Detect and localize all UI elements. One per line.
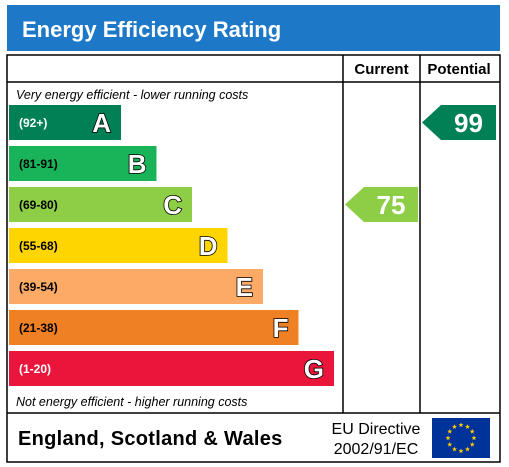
- directive-line-2: 2002/91/EC: [334, 441, 419, 458]
- band-bar-b: [9, 146, 157, 181]
- eu-star-icon: [452, 424, 457, 429]
- eu-star-icon: [465, 446, 470, 452]
- eu-star-icon: [458, 448, 464, 454]
- eu-star-icon: [465, 424, 470, 429]
- potential-rating-arrow: [422, 105, 496, 140]
- band-bar-d: [9, 228, 228, 263]
- band-letter-a: A: [92, 108, 111, 138]
- directive-line-1: EU Directive: [332, 421, 421, 438]
- eu-star-icon: [445, 435, 451, 441]
- header-bar: [7, 5, 500, 51]
- current-rating-value: 75: [377, 190, 406, 220]
- table-frame: [6, 54, 501, 463]
- eu-star-icon: [458, 422, 464, 428]
- bottom-note: Not energy efficient - higher running co…: [16, 395, 247, 409]
- band-letter-c: C: [163, 190, 182, 220]
- eu-star-icon: [469, 428, 475, 434]
- rating-bands: (92+) A (81-91) B (69-80) C (55-68) D (39-54) E (2…: [9, 105, 334, 386]
- band-range-c: (69-80): [19, 198, 58, 212]
- band-letter-e: E: [236, 272, 253, 302]
- band-range-e: (39-54): [19, 280, 58, 294]
- eu-flag-icon: [432, 418, 490, 458]
- band-bar-c: [9, 187, 192, 222]
- rating-arrows: 75 99: [345, 105, 496, 222]
- band-bar-e: [9, 269, 263, 304]
- band-bar-a: [9, 105, 121, 140]
- band-range-b: (81-91): [19, 157, 58, 171]
- band-bar-g: [9, 351, 334, 386]
- band-range-f: (21-38): [19, 321, 58, 335]
- potential-column-header: Potential: [427, 61, 490, 78]
- eu-star-icon: [471, 435, 477, 441]
- eu-star-icon: [447, 428, 453, 434]
- band-letter-b: B: [128, 149, 147, 179]
- band-letter-g: G: [304, 354, 324, 384]
- band-letter-d: D: [199, 231, 218, 261]
- top-note: Very energy efficient - lower running co…: [16, 88, 248, 102]
- eu-star-icon: [452, 446, 457, 452]
- footer-country: England, Scotland & Wales: [18, 428, 283, 450]
- band-letter-f: F: [273, 313, 289, 343]
- band-bar-f: [9, 310, 299, 345]
- chart-title: Energy Efficiency Rating: [22, 17, 281, 42]
- potential-rating-value: 99: [454, 108, 483, 138]
- eu-star-icon: [469, 441, 475, 447]
- current-column-header: Current: [354, 61, 408, 78]
- current-rating-arrow: [345, 187, 418, 222]
- eu-star-icon: [447, 441, 453, 447]
- band-range-d: (55-68): [19, 239, 58, 253]
- band-range-a: (92+): [19, 116, 47, 130]
- band-range-g: (1-20): [19, 362, 51, 376]
